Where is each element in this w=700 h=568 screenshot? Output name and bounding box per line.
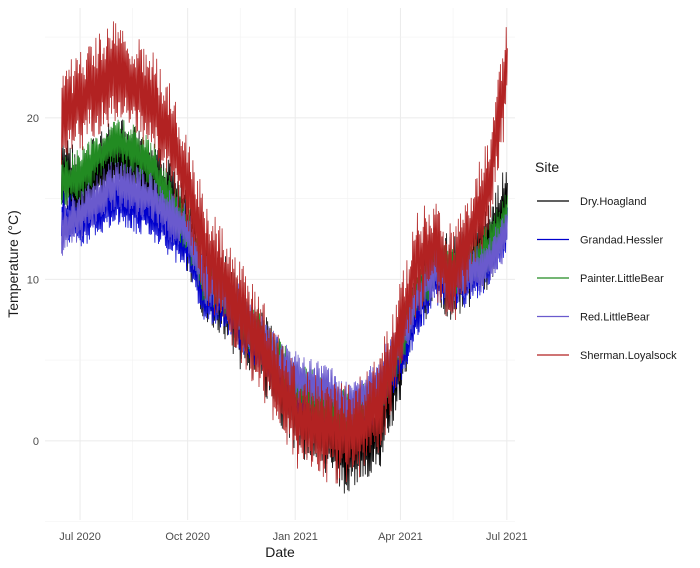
x-axis-title: Date <box>265 544 295 560</box>
x-tick-label: Jul 2020 <box>59 531 101 543</box>
legend-label: Painter.LittleBear <box>580 273 664 285</box>
x-tick-label: Oct 2020 <box>165 531 210 543</box>
series-line-red-littlebear <box>61 161 508 432</box>
legend-label: Grandad.Hessler <box>580 235 663 247</box>
x-tick-labels: Jul 2020 Oct 2020 Jan 2021 Apr 2021 Jul 2021 <box>59 531 527 543</box>
legend-label: Red.LittleBear <box>580 312 650 324</box>
y-tick-labels: 0 10 20 <box>27 113 39 448</box>
legend: Site Dry.Hoagland Grandad.Hessler Painter.… <box>535 159 677 362</box>
y-axis-title: Temperature (°C) <box>5 210 21 318</box>
legend-label: Sherman.Loyalsock <box>580 350 677 362</box>
series-line-sherman-loyalsock <box>61 21 508 484</box>
y-tick-label: 20 <box>27 113 39 125</box>
x-tick-label: Jan 2021 <box>273 531 318 543</box>
x-tick-label: Jul 2021 <box>486 531 528 543</box>
y-tick-label: 0 <box>33 436 39 448</box>
legend-title: Site <box>535 159 559 175</box>
x-tick-label: Apr 2021 <box>378 531 423 543</box>
y-tick-label: 10 <box>27 274 39 286</box>
series-lines <box>61 21 508 494</box>
legend-label: Dry.Hoagland <box>580 196 646 208</box>
